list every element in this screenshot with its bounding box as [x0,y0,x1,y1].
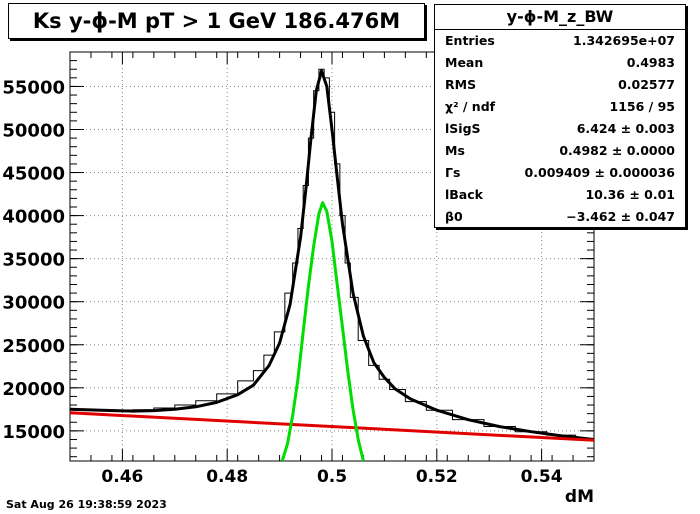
stats-value: 1.342695e+07 [573,33,675,48]
stats-value: 10.36 ± 0.01 [585,187,675,202]
stats-box: y-ϕ-M_z_BW Entries 1.342695e+07 Mean 0.4983… [434,4,686,228]
timestamp: Sat Aug 26 19:38:59 2023 [6,498,167,511]
x-tick-label: 0.5 [317,467,347,487]
stats-row: Mean 0.4983 [435,52,685,74]
x-tick-label: 0.48 [206,467,248,487]
stats-row: Entries 1.342695e+07 [435,30,685,52]
stats-row: RMS 0.02577 [435,74,685,96]
x-axis-label: dM [565,487,594,507]
stats-key: lBack [445,187,483,202]
stats-row: β0 −3.462 ± 0.047 [435,206,685,228]
stats-value: 1156 / 95 [609,99,675,114]
y-tick-label: 55000 [2,77,65,98]
stats-row: lSigS 6.424 ± 0.003 [435,118,685,140]
stats-row: lBack 10.36 ± 0.01 [435,184,685,206]
x-tick-label: 0.46 [101,467,143,487]
stats-row: χ² / ndf 1156 / 95 [435,96,685,118]
stats-row: Ms 0.4982 ± 0.0000 [435,140,685,162]
stats-key: β0 [445,209,463,224]
stats-value: 6.424 ± 0.003 [576,121,675,136]
chart-title: Ks y-ϕ-M pT > 1 GeV 186.476M [8,3,425,39]
series-background [70,411,594,442]
y-tick-label: 40000 [2,207,65,228]
y-tick-label: 25000 [2,336,65,357]
stats-key: RMS [445,77,477,92]
y-tick-label: 45000 [2,164,65,185]
stats-key: lSigS [445,121,481,136]
series-signal [280,201,365,461]
y-tick-label: 30000 [2,293,65,314]
stats-row: Γs 0.009409 ± 0.000036 [435,162,685,184]
stats-value: 0.4982 ± 0.0000 [559,143,675,158]
series-total-fit [70,69,594,441]
stats-key: Entries [445,33,495,48]
y-tick-label: 35000 [2,250,65,271]
x-tick-label: 0.52 [416,467,458,487]
stats-value: 0.009409 ± 0.000036 [524,165,675,180]
stats-key: Γs [445,165,461,180]
y-tick-label: 50000 [2,120,65,141]
x-tick-label: 0.54 [521,467,563,487]
stats-key: Mean [445,55,484,70]
y-tick-label: 20000 [2,379,65,400]
stats-title: y-ϕ-M_z_BW [435,5,685,30]
stats-value: −3.462 ± 0.047 [566,209,675,224]
stats-value: 0.02577 [618,77,675,92]
stats-value: 0.4983 [626,55,675,70]
series-layer [70,68,594,461]
stats-key: Ms [445,143,465,158]
y-tick-label: 15000 [2,422,65,443]
stats-key: χ² / ndf [445,99,496,114]
